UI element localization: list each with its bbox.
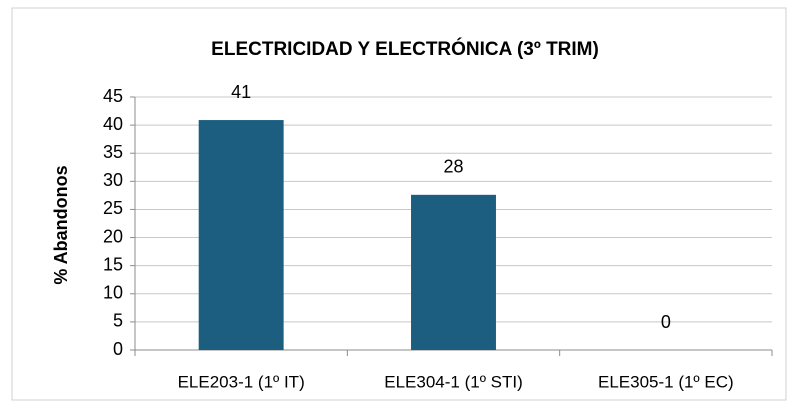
y-tick-label: 20 <box>103 226 123 246</box>
y-tick-label: 25 <box>103 198 123 218</box>
y-tick-label: 35 <box>103 142 123 162</box>
chart-title: ELECTRICIDAD Y ELECTRÓNICA (3º TRIM) <box>211 38 599 60</box>
data-label: 0 <box>661 312 671 332</box>
x-tick-label: ELE305-1 (1º EC) <box>598 372 734 391</box>
y-tick-label: 10 <box>103 283 123 303</box>
y-tick-label: 15 <box>103 254 123 274</box>
y-axis-label: % Abandonos <box>51 165 71 284</box>
bar <box>411 194 496 350</box>
x-tick-label: ELE304-1 (1º STI) <box>384 372 523 391</box>
y-tick-label: 40 <box>103 114 123 134</box>
y-tick-label: 0 <box>113 339 123 359</box>
data-label: 28 <box>443 157 463 177</box>
data-label: 41 <box>231 82 251 102</box>
x-tick-label: ELE203-1 (1º IT) <box>178 372 305 391</box>
chart-frame <box>11 7 787 401</box>
y-tick-label: 30 <box>103 170 123 190</box>
y-tick-label: 45 <box>103 86 123 106</box>
bar <box>198 120 284 350</box>
y-tick-label: 5 <box>113 311 123 331</box>
